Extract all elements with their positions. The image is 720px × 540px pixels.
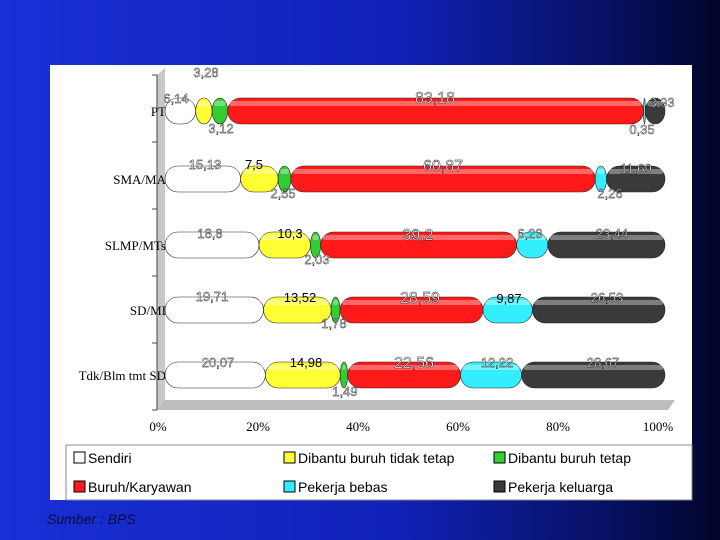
data-label: 14,98 (290, 355, 323, 370)
bar-highlight (214, 101, 226, 106)
bar-highlight (597, 169, 605, 174)
legend-swatch (493, 480, 506, 493)
data-label: 15,13 (189, 157, 222, 172)
data-label: 3,28 (193, 65, 218, 80)
bar-highlight (242, 169, 277, 174)
x-tick-label: 40% (346, 419, 370, 434)
bar-highlight (523, 365, 663, 370)
category-label: PT (151, 104, 166, 119)
legend-label: Pekerja bebas (298, 479, 388, 495)
data-label: 3,12 (208, 121, 233, 136)
data-label: 0,35 (629, 122, 654, 137)
bar-segment (521, 361, 666, 389)
data-label: 23,44 (596, 226, 629, 241)
data-label: 22,56 (394, 355, 434, 372)
bar-segment (645, 97, 666, 125)
data-label: 6,14 (163, 91, 188, 106)
bar-highlight (292, 169, 594, 174)
x-tick-label: 20% (246, 419, 270, 434)
data-label: 7,5 (245, 157, 263, 172)
bar-highlight (267, 365, 339, 370)
data-label: 11,69 (620, 161, 652, 176)
legend-swatch (283, 480, 296, 493)
category-label: SD/MI (130, 303, 166, 318)
data-label: 60,87 (423, 158, 463, 175)
bar-highlight (645, 101, 647, 106)
data-label: 2,03 (304, 252, 329, 267)
plot-floor (157, 400, 675, 410)
data-label: 6,23 (517, 226, 542, 241)
bar-highlight (167, 101, 194, 106)
legend-box (65, 444, 693, 501)
bar-highlight (261, 235, 309, 240)
plot-side-wall (157, 68, 165, 410)
category-label: SLMP/MTs (105, 238, 166, 253)
x-tick-label: 60% (446, 419, 470, 434)
data-label: 9,87 (496, 291, 521, 306)
bar-highlight (462, 365, 520, 370)
bar-segment (606, 165, 666, 193)
legend-swatch (73, 451, 86, 464)
legend-swatch (283, 451, 296, 464)
legend-label: Buruh/Karyawan (88, 479, 192, 495)
data-label: 1,78 (321, 316, 346, 331)
bar-segment (547, 231, 666, 259)
bar-highlight (342, 300, 481, 305)
data-label: 2,26 (597, 186, 622, 201)
legend-label: Dibantu buruh tidak tetap (298, 450, 455, 466)
bar-highlight (322, 235, 515, 240)
data-label: 10,3 (277, 226, 302, 241)
bar-highlight (167, 169, 239, 174)
bar-highlight (608, 169, 663, 174)
data-label: 39,2 (402, 227, 433, 244)
source-note: Sumber : BPS (47, 511, 136, 527)
data-label: 28,67 (587, 355, 620, 370)
legend-swatch (73, 480, 86, 493)
bar-segment (532, 296, 666, 324)
data-label: 13,52 (284, 290, 317, 305)
bar-highlight (265, 300, 330, 305)
bar-highlight (333, 300, 339, 305)
data-label: 20,07 (202, 355, 235, 370)
bar-highlight (342, 365, 346, 370)
data-label: 26,53 (591, 290, 624, 305)
bar-highlight (485, 300, 531, 305)
x-tick-label: 0% (149, 419, 167, 434)
bar-highlight (197, 101, 211, 106)
category-label: Tdk/Blm tmt SD (79, 368, 166, 383)
legend-label: Pekerja keluarga (508, 479, 613, 495)
data-label: 18,8 (197, 226, 222, 241)
legend-swatch (493, 451, 506, 464)
data-label: 1,49 (332, 384, 357, 399)
x-tick-label: 100% (643, 419, 674, 434)
bar-highlight (229, 101, 642, 106)
data-label: 19,71 (196, 289, 229, 304)
data-label: 12,22 (481, 355, 514, 370)
bar-highlight (312, 235, 319, 240)
x-tick-label: 80% (546, 419, 570, 434)
data-label: 2,55 (270, 186, 295, 201)
bar-highlight (647, 101, 663, 106)
bar-highlight (549, 235, 663, 240)
bar-highlight (534, 300, 663, 305)
bar-highlight (167, 235, 257, 240)
bar-highlight (280, 169, 289, 174)
bar-highlight (167, 300, 262, 305)
data-label: 83,18 (415, 90, 455, 107)
bar-highlight (167, 365, 264, 370)
category-label: SMA/MA (113, 172, 166, 187)
data-label: 3,93 (649, 95, 674, 110)
data-label: 28,59 (400, 290, 440, 307)
bar-highlight (349, 365, 459, 370)
bar-highlight (518, 235, 546, 240)
legend-label: Dibantu buruh tetap (508, 450, 631, 466)
legend-label: Sendiri (88, 450, 132, 466)
